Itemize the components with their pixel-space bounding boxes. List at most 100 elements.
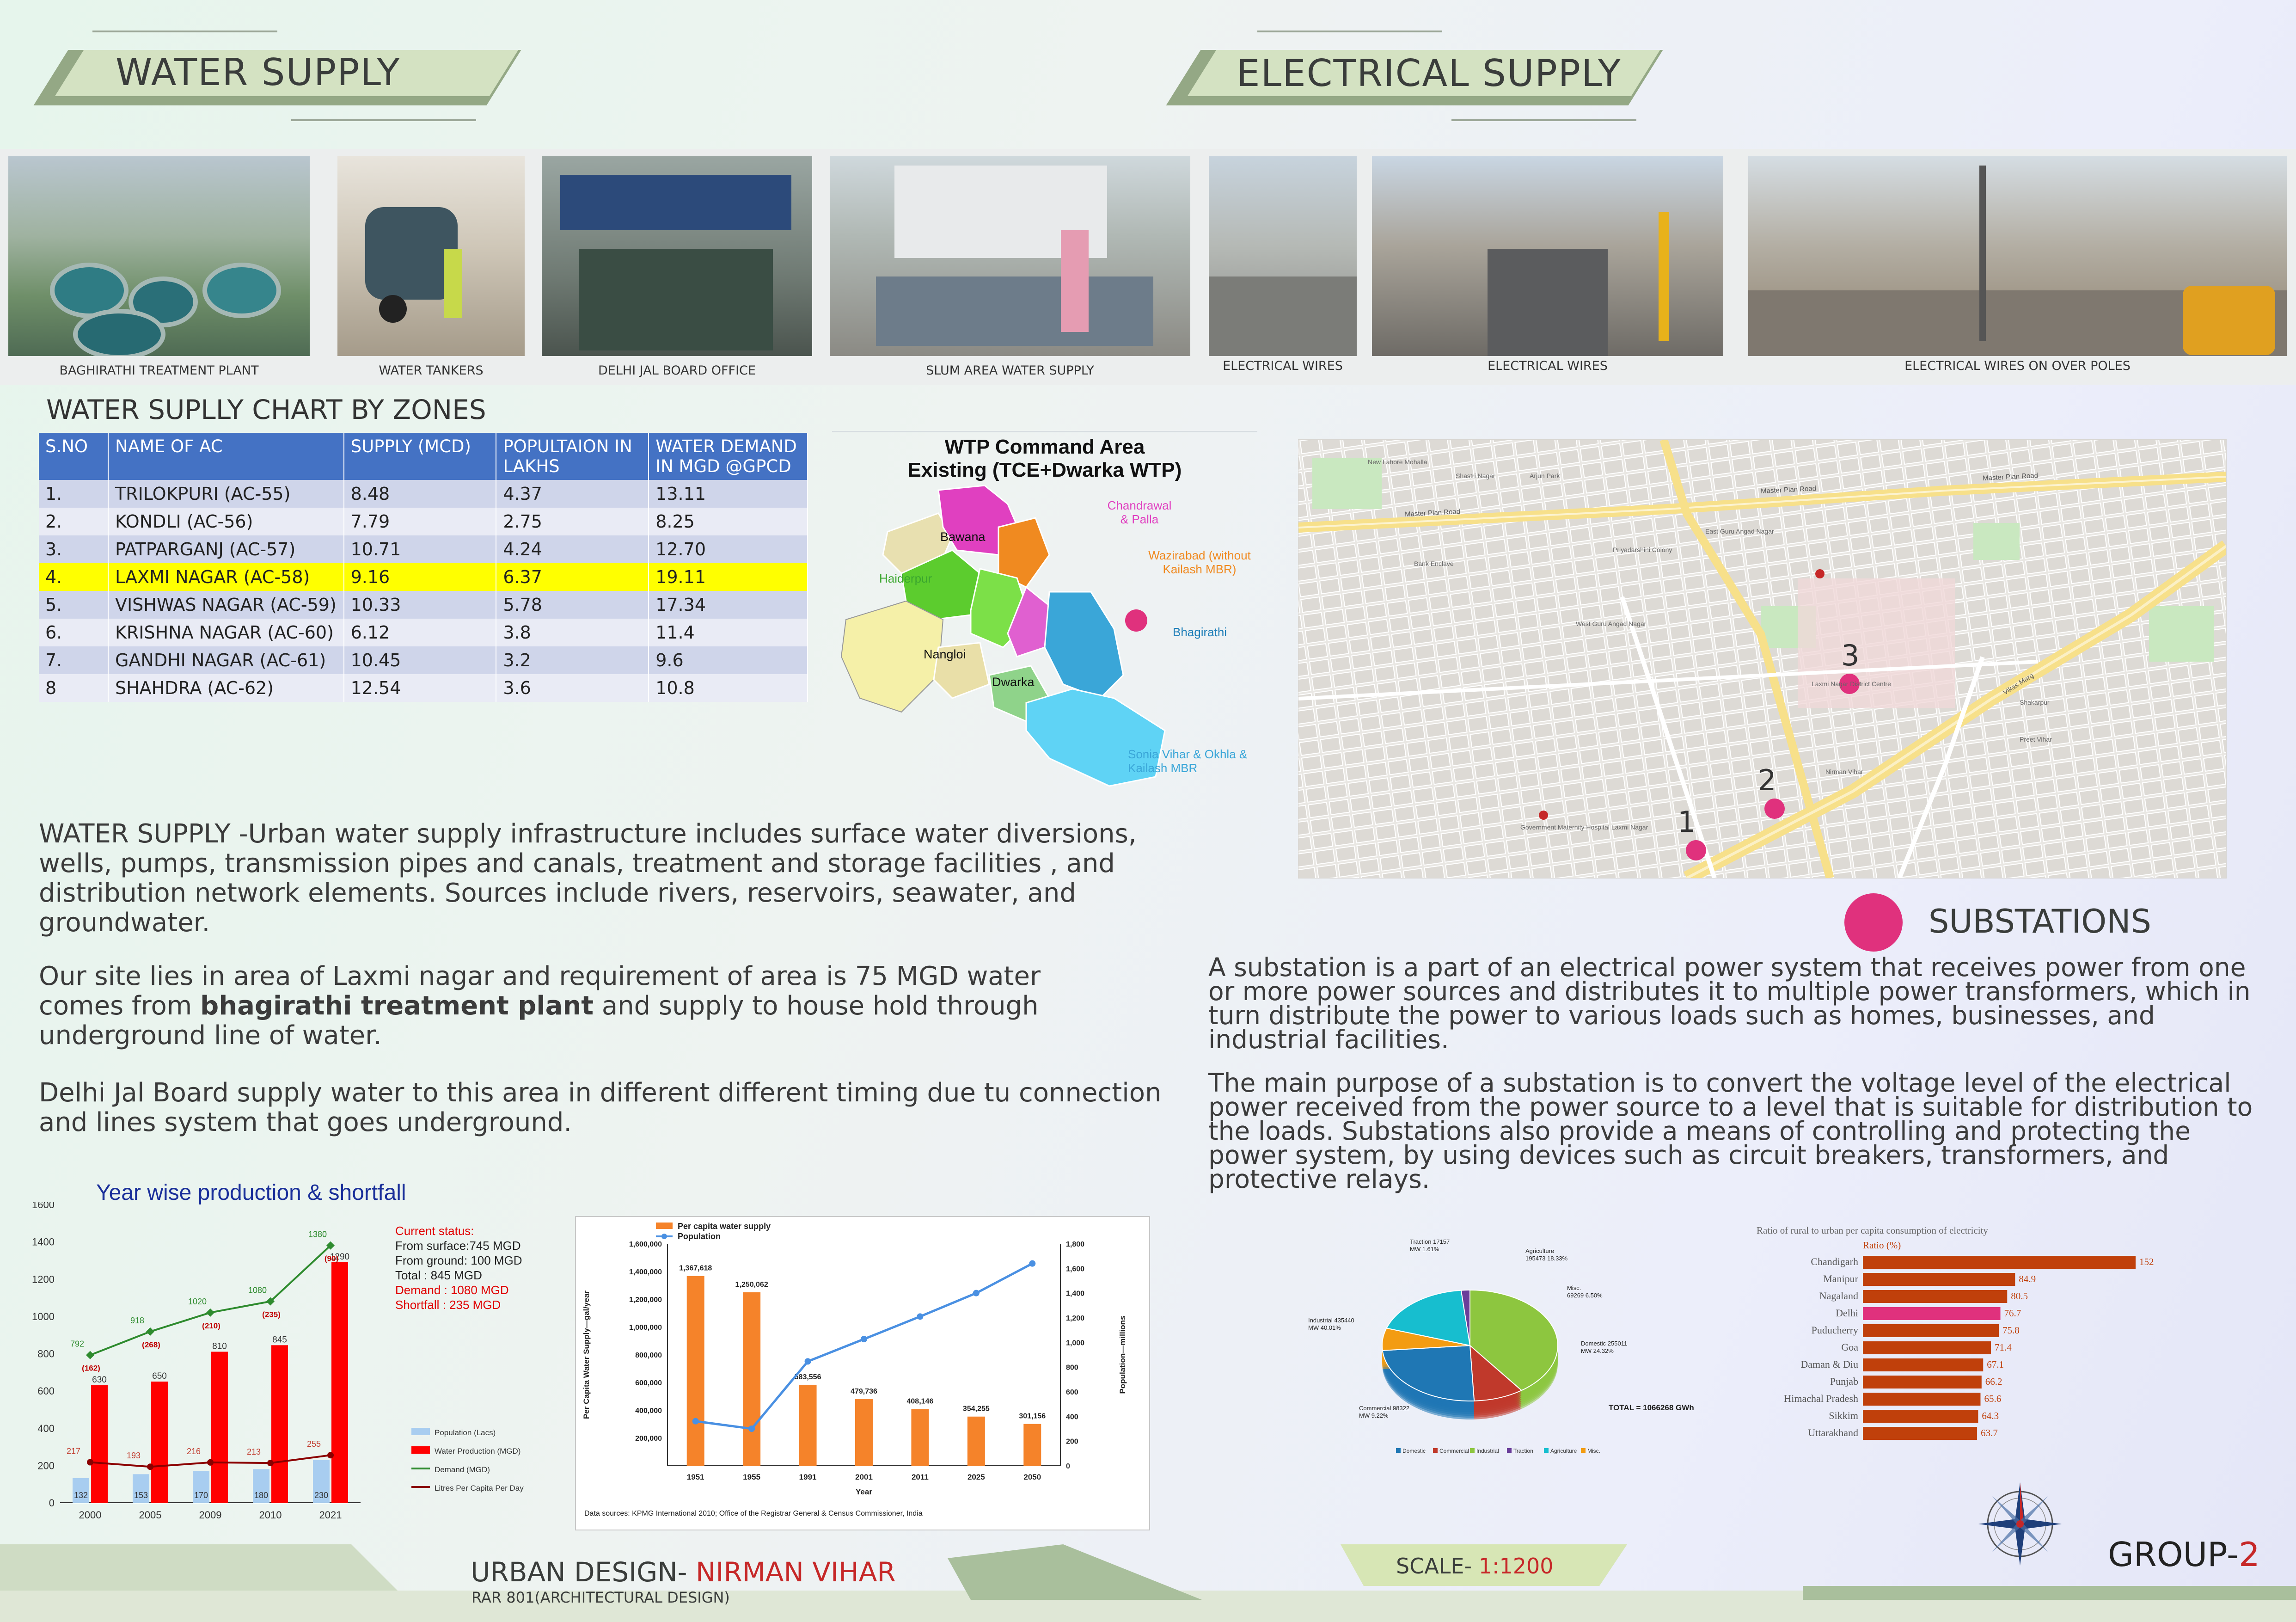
bar-production — [211, 1352, 228, 1503]
table-cell: 1. — [39, 480, 109, 508]
pie-label: Misc. — [1567, 1284, 1581, 1291]
substation-marker-1-icon — [1686, 840, 1706, 860]
photo-caption: ELECTRICAL WIRES ON OVER POLES — [1904, 359, 2131, 373]
y-tick-label: 1000 — [32, 1311, 55, 1322]
x-tick-label: 2025 — [967, 1473, 985, 1481]
legend-swatch — [411, 1428, 430, 1435]
water-supply-title: WATER SUPPLY — [116, 51, 401, 94]
y-tick-label: 1,000,000 — [629, 1324, 662, 1332]
table-cell: 8.25 — [649, 508, 808, 535]
water-supply-paragraph-2: Our site lies in area of Laxmi nagar and… — [39, 961, 1041, 1051]
category-label: Puducherry — [1812, 1324, 1858, 1336]
table-cell: 4.37 — [496, 480, 649, 508]
y2-tick-label: 1,000 — [1066, 1339, 1084, 1347]
y2-tick-label: 0 — [1066, 1462, 1070, 1470]
y2-tick-label: 600 — [1066, 1389, 1078, 1396]
category-label: Delhi — [1836, 1307, 1858, 1319]
legend-label: Per capita water supply — [678, 1222, 771, 1231]
legend-swatch — [411, 1446, 430, 1454]
x-tick-label: 2001 — [855, 1473, 873, 1481]
demand-point — [146, 1327, 154, 1336]
lpcd-point — [327, 1452, 334, 1459]
bar — [1863, 1290, 2008, 1303]
bar — [967, 1416, 985, 1466]
chart-title: Ratio of rural to urban per capita consu… — [1757, 1225, 1988, 1236]
shortfall-label: (162) — [82, 1364, 100, 1373]
table-cell: 12.54 — [343, 674, 497, 702]
table-cell: KONDLI (AC-56) — [108, 508, 344, 535]
place-label: West Guru Angad Nagar — [1576, 620, 1647, 627]
legend-swatch — [1396, 1448, 1401, 1453]
footer-bands — [0, 1544, 2296, 1622]
bar — [1863, 1410, 1978, 1423]
bar-label: 63.7 — [1981, 1427, 1998, 1438]
table-cell: 12.70 — [649, 535, 808, 563]
bar — [1863, 1358, 1984, 1371]
demand-label: 792 — [70, 1339, 84, 1349]
wtp-divider — [832, 431, 1257, 432]
place-label: East Guru Angad Nagar — [1705, 528, 1774, 535]
pie-label: Domestic 255011 — [1581, 1340, 1627, 1347]
pie-label: Traction 17157 — [1410, 1239, 1450, 1245]
wtp-map-title: WTP Command Area Existing (TCE+Dwarka WT… — [907, 436, 1182, 481]
table-cell: 17.34 — [649, 591, 808, 619]
bar-label: 1290 — [330, 1252, 349, 1262]
x-tick-label: 1951 — [687, 1473, 704, 1481]
table-row: 8 SHAHDRA (AC-62) 12.54 3.6 10.8 — [39, 674, 808, 702]
x-tick-label: 1955 — [743, 1473, 760, 1481]
legend-swatch — [1433, 1448, 1438, 1453]
y-tick-label: 200,000 — [635, 1435, 662, 1443]
legend-label: Litres Per Capita Per Day — [435, 1484, 524, 1493]
table-cell: 3.6 — [496, 674, 649, 702]
substation-marker-3-icon — [1839, 674, 1860, 694]
pie-slice — [1460, 1289, 1470, 1346]
table-cell: 5. — [39, 591, 109, 619]
bar-label: 583,556 — [795, 1373, 821, 1381]
site-map: 1 2 3 Master Plan Road Master Plan Road … — [1298, 439, 2227, 879]
bar-label: 479,736 — [851, 1388, 877, 1395]
population-point — [804, 1358, 811, 1365]
photo-electrical-wires-2 — [1372, 156, 1723, 356]
table-cell: 19.11 — [649, 563, 808, 591]
chart-source: Data sources: KPMG International 2010; O… — [584, 1510, 923, 1518]
zone-table-header-cell: NAME OF AC — [108, 433, 344, 480]
table-cell: KRISHNA NAGAR (AC-60) — [108, 619, 344, 646]
status-line: Total : 845 MGD — [395, 1268, 482, 1282]
table-cell: PATPARGANJ (AC-57) — [108, 535, 344, 563]
table-cell: 4. — [39, 563, 109, 591]
bar-production — [271, 1345, 288, 1503]
category-label: Sikkim — [1829, 1410, 1858, 1421]
bar-label: 810 — [212, 1341, 227, 1351]
table-row: 6. KRISHNA NAGAR (AC-60) 6.12 3.8 11.4 — [39, 619, 808, 646]
label-haiderpur: Haiderpur — [879, 571, 932, 585]
demand-label: 1380 — [308, 1230, 327, 1239]
zone-table-title: WATER SUPLLY CHART BY ZONES — [46, 394, 486, 425]
bar — [1863, 1393, 1981, 1406]
lpcd-point — [87, 1459, 93, 1466]
pie-label: MW 40.01% — [1308, 1324, 1341, 1331]
demand-label: 1080 — [248, 1286, 267, 1295]
substation-legend-label: SUBSTATIONS — [1929, 903, 2151, 940]
bar-label: 76.7 — [2004, 1308, 2021, 1319]
category-label: Chandigarh — [1811, 1256, 1858, 1267]
shortfall-label: (268) — [142, 1340, 160, 1349]
table-row: 2. KONDLI (AC-56) 7.79 2.75 8.25 — [39, 508, 808, 535]
table-row: 7. GANDHI NAGAR (AC-61) 10.45 3.2 9.6 — [39, 646, 808, 674]
x-tick-label: 2021 — [319, 1509, 342, 1521]
demand-label: 1020 — [188, 1297, 207, 1306]
label-bhagirathi: Bhagirathi — [1173, 625, 1227, 639]
bar — [743, 1292, 761, 1466]
legend-label: Population (Lacs) — [435, 1428, 496, 1437]
zone-table-header-cell: S.NO — [39, 433, 109, 480]
lpcd-label: 255 — [307, 1439, 321, 1449]
y-tick-label: 600,000 — [635, 1379, 662, 1387]
bar-label: 408,146 — [907, 1398, 934, 1406]
header-rule — [1257, 31, 1442, 32]
bar — [1863, 1376, 1982, 1389]
bar — [686, 1276, 704, 1466]
footer-urban-design: URBAN DESIGN- NIRMAN VIHAR — [471, 1556, 896, 1588]
x-tick-label: 1991 — [799, 1473, 817, 1481]
x-tick-label: 2009 — [199, 1509, 222, 1521]
label-sonia-vihar: Sonia Vihar & Okhla & Kailash MBR — [1128, 747, 1248, 775]
